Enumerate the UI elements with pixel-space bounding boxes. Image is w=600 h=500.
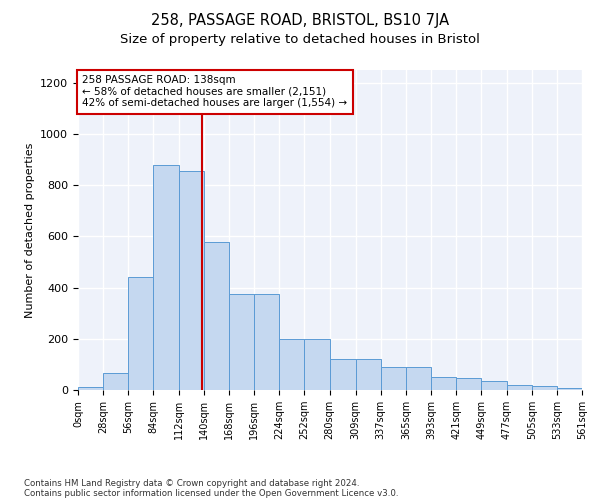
Bar — [179, 171, 204, 390]
Text: Contains HM Land Registry data © Crown copyright and database right 2024.: Contains HM Land Registry data © Crown c… — [24, 478, 359, 488]
Bar — [557, 388, 582, 390]
Bar — [329, 360, 356, 390]
Text: 258, PASSAGE ROAD, BRISTOL, BS10 7JA: 258, PASSAGE ROAD, BRISTOL, BS10 7JA — [151, 12, 449, 28]
Bar — [254, 294, 279, 390]
Bar — [204, 242, 229, 390]
Bar — [279, 339, 304, 390]
Text: Size of property relative to detached houses in Bristol: Size of property relative to detached ho… — [120, 32, 480, 46]
Bar — [356, 360, 381, 390]
Bar — [381, 367, 406, 390]
Y-axis label: Number of detached properties: Number of detached properties — [25, 142, 35, 318]
Bar — [154, 164, 179, 390]
Bar — [456, 378, 481, 390]
Bar — [481, 381, 506, 390]
Bar — [506, 385, 532, 390]
Bar — [532, 386, 557, 390]
Bar — [128, 278, 154, 390]
Bar — [229, 294, 254, 390]
Bar — [103, 374, 128, 390]
Bar — [406, 367, 431, 390]
Bar — [78, 388, 103, 390]
Text: 258 PASSAGE ROAD: 138sqm
← 58% of detached houses are smaller (2,151)
42% of sem: 258 PASSAGE ROAD: 138sqm ← 58% of detach… — [82, 75, 347, 108]
Text: Contains public sector information licensed under the Open Government Licence v3: Contains public sector information licen… — [24, 488, 398, 498]
Bar — [431, 377, 456, 390]
Bar — [304, 339, 329, 390]
